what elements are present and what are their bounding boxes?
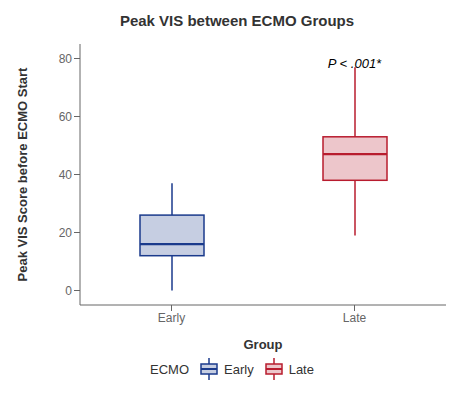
svg-text:Group: Group bbox=[244, 337, 283, 352]
html-text:Early: Early bbox=[224, 361, 254, 377]
svg-text:40: 40 bbox=[59, 168, 73, 182]
svg-text:80: 80 bbox=[59, 52, 73, 66]
svg-text:P < .001*: P < .001* bbox=[328, 56, 382, 71]
svg-text:60: 60 bbox=[59, 110, 73, 124]
svg-text:Early: Early bbox=[158, 311, 185, 325]
svg-text:Late: Late bbox=[343, 311, 367, 325]
html-text:ECMO: ECMO bbox=[150, 361, 189, 377]
svg-text:0: 0 bbox=[65, 284, 72, 298]
svg-text:20: 20 bbox=[59, 226, 73, 240]
html-text:Peak VIS between ECMO Groups: Peak VIS between ECMO Groups bbox=[119, 12, 355, 29]
html-text:Late: Late bbox=[288, 361, 314, 377]
svg-text:Peak VIS Score before ECMO Sta: Peak VIS Score before ECMO Start bbox=[15, 67, 30, 282]
